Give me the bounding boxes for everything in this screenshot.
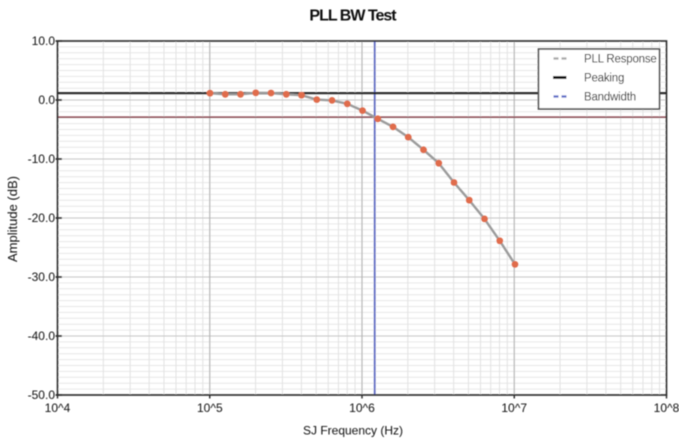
svg-text:10^5: 10^5 [197, 401, 223, 415]
svg-text:-50.0: -50.0 [28, 388, 56, 402]
svg-text:-30.0: -30.0 [28, 270, 56, 284]
svg-text:Peaking: Peaking [584, 73, 624, 85]
svg-text:10^7: 10^7 [501, 401, 527, 415]
svg-text:SJ Frequency (Hz): SJ Frequency (Hz) [303, 424, 403, 438]
svg-text:10.0: 10.0 [32, 34, 56, 48]
svg-text:-40.0: -40.0 [28, 329, 56, 343]
svg-text:-20.0: -20.0 [28, 211, 56, 225]
svg-text:-10.0: -10.0 [28, 152, 56, 166]
svg-text:Bandwidth: Bandwidth [584, 92, 636, 104]
svg-text:10^6: 10^6 [349, 401, 375, 415]
svg-text:PLL Response: PLL Response [584, 54, 657, 66]
svg-text:10^4: 10^4 [45, 401, 71, 415]
svg-text:PLL BW Test: PLL BW Test [309, 8, 397, 25]
svg-text:0.0: 0.0 [38, 93, 55, 107]
svg-text:10^8: 10^8 [654, 401, 679, 415]
svg-text:Amplitude (dB): Amplitude (dB) [5, 176, 20, 262]
